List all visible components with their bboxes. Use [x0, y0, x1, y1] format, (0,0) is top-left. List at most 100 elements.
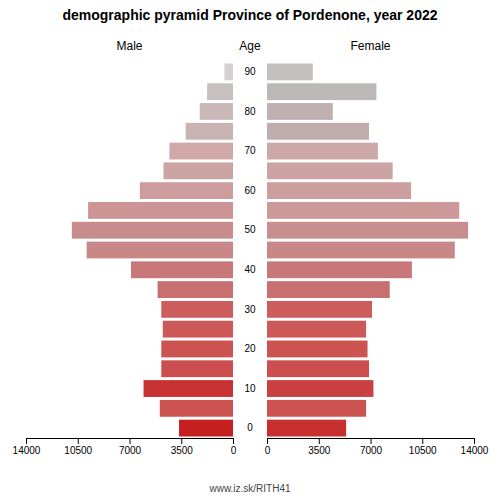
- tick: 14000: [13, 438, 41, 456]
- tick: 14000: [461, 438, 489, 456]
- bar: [72, 222, 233, 239]
- tick-mark: [26, 438, 27, 444]
- annotation: Age: [239, 39, 261, 53]
- tick-mark: [233, 438, 234, 444]
- bar: [267, 182, 411, 199]
- bar: [267, 281, 390, 298]
- tick: 0: [265, 438, 271, 456]
- tick: 70: [244, 145, 256, 156]
- tick: 7000: [360, 438, 383, 456]
- tick-mark: [78, 438, 79, 444]
- bar: [161, 341, 233, 358]
- bar: [267, 83, 376, 100]
- bar: [88, 202, 233, 219]
- bar: [267, 242, 455, 259]
- tick-label: 10500: [409, 445, 437, 456]
- bar: [267, 103, 333, 120]
- bar: [267, 301, 372, 318]
- tick-label: 10500: [64, 445, 92, 456]
- tick-label: 80: [244, 106, 256, 117]
- x-axis: 0 3500 7000 10500 14000: [13, 438, 237, 456]
- tick: 10500: [409, 438, 437, 456]
- bar: [161, 301, 233, 318]
- tick-label: 14000: [461, 445, 489, 456]
- tick: 90: [244, 66, 256, 77]
- bar: [267, 341, 368, 358]
- tick-label: 30: [244, 304, 256, 315]
- bar: [169, 143, 233, 160]
- axis-line: [27, 439, 234, 445]
- bar: [186, 123, 233, 140]
- tick: 50: [244, 224, 256, 235]
- tick-label: 40: [244, 264, 256, 275]
- chart: demographic pyramid Province of Pordenon…: [0, 0, 500, 500]
- bar: [267, 202, 459, 219]
- tick-label: 14000: [13, 445, 41, 456]
- panel-title: Male: [116, 39, 142, 53]
- bar: [267, 123, 369, 140]
- bar: [160, 400, 233, 417]
- tick: 0: [231, 438, 237, 456]
- bar: [267, 360, 369, 377]
- y-axis: 90 80 70 60 50 40 30 20 10 0: [244, 66, 256, 433]
- tick-label: 0: [231, 445, 237, 456]
- bar: [200, 103, 233, 120]
- bars: [267, 63, 468, 436]
- tick-label: 20: [244, 343, 256, 354]
- tick-mark: [267, 438, 268, 444]
- tick-mark: [422, 438, 423, 444]
- bar: [267, 162, 393, 179]
- bar: [158, 281, 233, 298]
- bar: [161, 360, 233, 377]
- tick-label: 7000: [119, 445, 142, 456]
- bar: [131, 261, 233, 278]
- tick: 10: [244, 383, 256, 394]
- tick-label: 50: [244, 224, 256, 235]
- bar: [267, 321, 366, 338]
- bars: [72, 63, 233, 436]
- tick-label: 0: [247, 422, 253, 433]
- bar: [163, 321, 233, 338]
- tick-label: 3500: [308, 445, 331, 456]
- tick-mark: [319, 438, 320, 444]
- x-axis: 0 3500 7000 10500 14000: [265, 438, 489, 456]
- tick-label: 10: [244, 383, 256, 394]
- tick: 3500: [171, 438, 194, 456]
- footer: www.iz.sk/RITH41: [208, 483, 291, 494]
- bar: [144, 380, 233, 397]
- tick-mark: [181, 438, 182, 444]
- panel-title: Female: [350, 39, 390, 53]
- tick: 80: [244, 106, 256, 117]
- tick-mark: [474, 438, 475, 444]
- tick: 20: [244, 343, 256, 354]
- tick-label: 60: [244, 185, 256, 196]
- tick-label: 70: [244, 145, 256, 156]
- tick: 3500: [308, 438, 331, 456]
- bar: [87, 242, 233, 259]
- tick-mark: [371, 438, 372, 444]
- tick-label: 3500: [171, 445, 194, 456]
- bar: [179, 420, 233, 437]
- tick-label: 7000: [360, 445, 383, 456]
- bar: [267, 261, 412, 278]
- tick-label: 0: [265, 445, 271, 456]
- tick: 7000: [119, 438, 142, 456]
- tick: 0: [247, 422, 253, 433]
- bar: [267, 143, 378, 160]
- bar: [224, 63, 233, 80]
- axis-line: [268, 439, 475, 445]
- tick: 30: [244, 304, 256, 315]
- bar: [267, 380, 373, 397]
- tick: 40: [244, 264, 256, 275]
- title: demographic pyramid Province of Pordenon…: [62, 7, 437, 23]
- tick-label: 90: [244, 66, 256, 77]
- tick-mark: [130, 438, 131, 444]
- bar: [267, 222, 468, 239]
- bar: [140, 182, 233, 199]
- bar: [164, 162, 233, 179]
- bar: [267, 400, 366, 417]
- bar: [267, 420, 346, 437]
- bar: [207, 83, 233, 100]
- tick: 10500: [64, 438, 92, 456]
- bar: [267, 63, 313, 80]
